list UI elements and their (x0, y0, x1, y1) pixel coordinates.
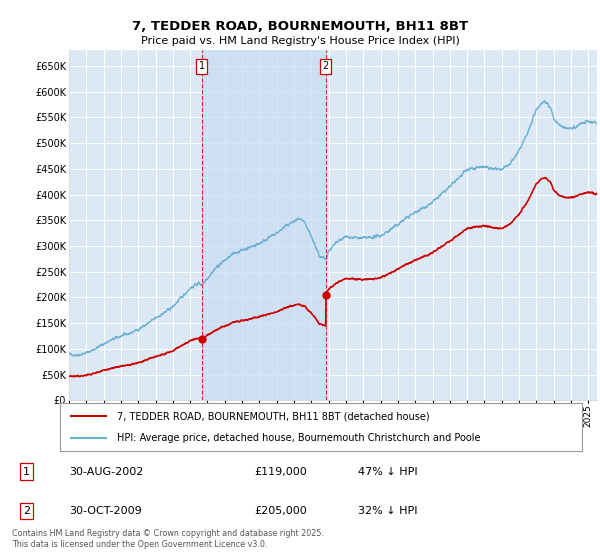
Text: 7, TEDDER ROAD, BOURNEMOUTH, BH11 8BT (detached house): 7, TEDDER ROAD, BOURNEMOUTH, BH11 8BT (d… (118, 411, 430, 421)
Text: 7, TEDDER ROAD, BOURNEMOUTH, BH11 8BT: 7, TEDDER ROAD, BOURNEMOUTH, BH11 8BT (132, 20, 468, 32)
Text: 1: 1 (23, 467, 30, 477)
Text: HPI: Average price, detached house, Bournemouth Christchurch and Poole: HPI: Average price, detached house, Bour… (118, 433, 481, 443)
Bar (202, 50, 326, 400)
Text: £119,000: £119,000 (254, 467, 307, 477)
Text: 30-AUG-2002: 30-AUG-2002 (70, 467, 144, 477)
Text: 1: 1 (199, 61, 205, 71)
Text: Price paid vs. HM Land Registry's House Price Index (HPI): Price paid vs. HM Land Registry's House … (140, 36, 460, 46)
Text: Contains HM Land Registry data © Crown copyright and database right 2025.
This d: Contains HM Land Registry data © Crown c… (12, 529, 324, 549)
Text: 2: 2 (23, 506, 30, 516)
Text: 2: 2 (323, 61, 329, 71)
Text: £205,000: £205,000 (254, 506, 307, 516)
Text: 32% ↓ HPI: 32% ↓ HPI (358, 506, 417, 516)
Text: 47% ↓ HPI: 47% ↓ HPI (358, 467, 417, 477)
Text: 30-OCT-2009: 30-OCT-2009 (70, 506, 142, 516)
